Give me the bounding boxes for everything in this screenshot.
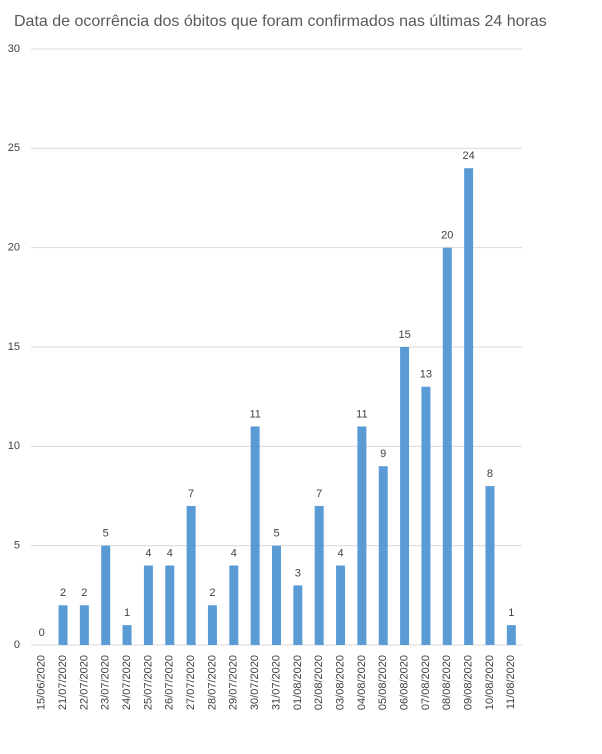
bar: [272, 545, 281, 645]
bar: [314, 505, 324, 645]
x-tick-label: 24/07/2020: [121, 655, 133, 710]
x-tick-label: 11/08/2020: [505, 655, 517, 709]
x-tick-label: 06/08/2020: [398, 655, 410, 710]
data-label: 13: [420, 369, 432, 381]
bar: [143, 565, 153, 645]
data-label: 2: [209, 587, 215, 599]
bar: [186, 505, 196, 645]
data-label: 2: [81, 587, 87, 599]
chart-title: Data de ocorrência dos óbitos que foram …: [14, 13, 547, 30]
bar: [400, 347, 410, 645]
x-tick-label: 02/08/2020: [313, 655, 325, 710]
data-label: 4: [231, 547, 237, 559]
x-tick-label: 04/08/2020: [356, 655, 368, 710]
data-label: 0: [39, 627, 45, 639]
bar: [421, 386, 431, 645]
y-tick-label: 0: [14, 639, 20, 651]
bar: [442, 247, 452, 645]
x-tick-label: 21/07/2020: [57, 655, 69, 710]
bar: [229, 565, 239, 645]
bar: [207, 605, 217, 645]
data-label: 1: [124, 607, 130, 619]
bar: [506, 625, 516, 645]
x-tick-label: 15/06/2020: [36, 655, 48, 710]
bar: [165, 565, 175, 645]
y-tick-label: 15: [8, 341, 20, 353]
x-tick-label: 29/07/2020: [228, 655, 240, 710]
data-label: 8: [487, 468, 493, 480]
data-label: 7: [188, 488, 194, 500]
x-tick-label: 30/07/2020: [249, 655, 261, 710]
x-tick-label: 25/07/2020: [142, 655, 154, 710]
data-label: 3: [295, 567, 301, 579]
y-tick-label: 5: [14, 540, 20, 552]
data-label: 11: [356, 408, 367, 420]
x-tick-label: 05/08/2020: [377, 655, 389, 710]
x-tick-label: 08/08/2020: [441, 655, 453, 710]
bar: [250, 426, 260, 645]
x-tick-label: 09/08/2020: [463, 655, 475, 710]
bar: [357, 426, 367, 645]
x-tick-label: 23/07/2020: [100, 655, 112, 710]
y-tick-label: 30: [8, 43, 20, 55]
bar: [378, 466, 388, 645]
y-tick-label: 10: [8, 440, 20, 452]
data-label: 4: [167, 547, 173, 559]
data-label: 4: [337, 547, 343, 559]
bar: [79, 605, 89, 645]
data-label: 5: [273, 528, 279, 540]
y-tick-label: 25: [8, 142, 20, 154]
data-label: 20: [441, 230, 453, 242]
bar: [464, 168, 474, 645]
x-tick-label: 22/07/2020: [78, 655, 90, 710]
x-tick-label: 07/08/2020: [420, 655, 432, 710]
x-tick-label: 27/07/2020: [185, 655, 197, 710]
y-tick-label: 20: [8, 242, 20, 254]
data-label: 15: [398, 329, 410, 341]
data-label: 4: [145, 547, 151, 559]
data-label: 9: [380, 448, 386, 460]
x-tick-label: 10/08/2020: [484, 655, 496, 710]
data-label: 5: [103, 528, 109, 540]
bar: [101, 545, 111, 645]
x-tick-label: 03/08/2020: [334, 655, 346, 710]
x-tick-label: 26/07/2020: [164, 655, 176, 710]
bar: [336, 565, 346, 645]
x-tick-label: 01/08/2020: [292, 655, 304, 710]
x-tick-label: 31/07/2020: [270, 655, 282, 710]
data-label: 11: [249, 408, 260, 420]
data-label: 2: [60, 587, 66, 599]
bar: [122, 625, 132, 645]
data-label: 7: [316, 488, 322, 500]
bar: [293, 585, 303, 645]
bar: [485, 486, 495, 645]
data-label: 24: [463, 150, 475, 162]
x-tick-label: 28/07/2020: [206, 655, 218, 710]
bar: [58, 605, 68, 645]
data-label: 1: [508, 607, 514, 619]
